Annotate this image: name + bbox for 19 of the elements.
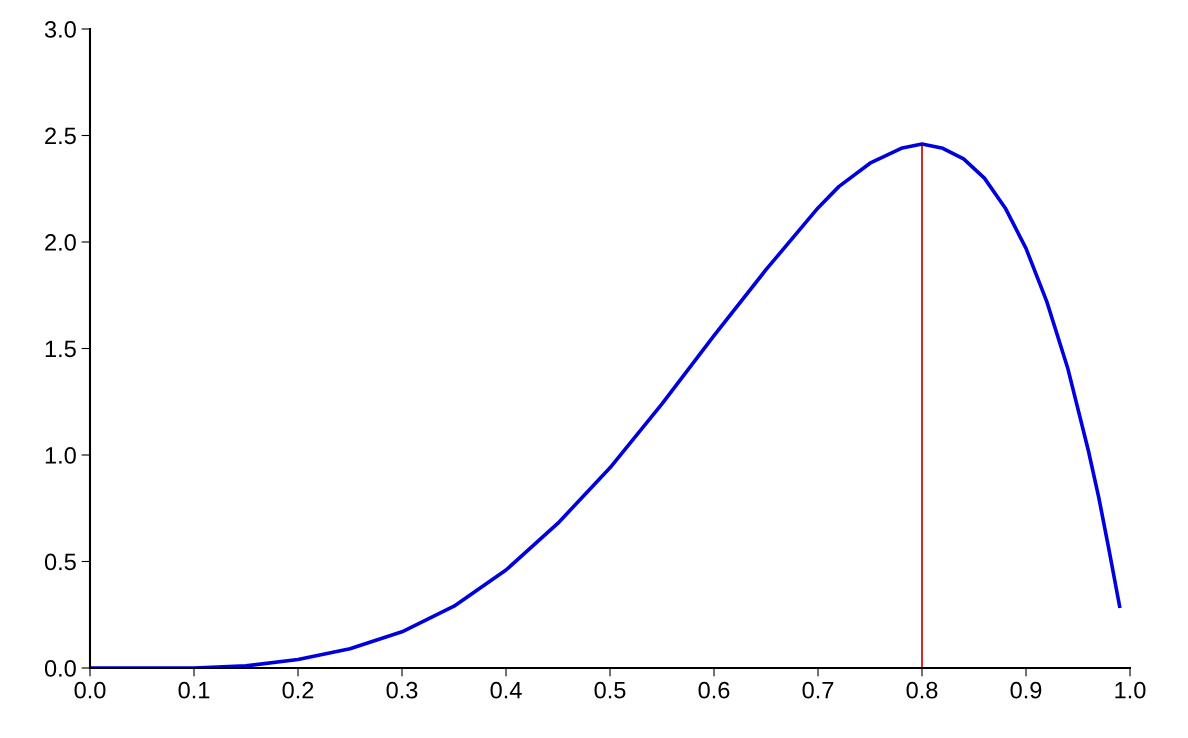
y-tick-label: 1.0 [45,447,76,464]
y-tick-label: 2.5 [45,127,76,145]
x-tick-label: 0.1 [178,681,210,699]
x-tick-label: 0.9 [1010,681,1042,699]
x-tick-label: 1.0 [1115,681,1146,699]
y-tick-label: 3.0 [44,21,76,38]
x-tick-label: 0.0 [74,681,106,699]
y-tick-label: 1.5 [45,340,76,358]
x-tick-label: 0.4 [490,681,522,699]
x-tick-label: 0.8 [906,681,938,699]
x-tick-label: 0.3 [386,681,418,699]
y-tick-label: 0.5 [44,553,76,571]
y-tick-label: 0.0 [44,660,76,677]
x-tick-label: 0.6 [698,681,730,699]
y-tick-label: 2.0 [45,234,76,251]
x-tick-label: 0.2 [282,681,314,699]
line-series [90,142,1122,668]
x-tick-label: 0.7 [802,681,834,699]
x-tick-label: 0.5 [594,681,626,699]
